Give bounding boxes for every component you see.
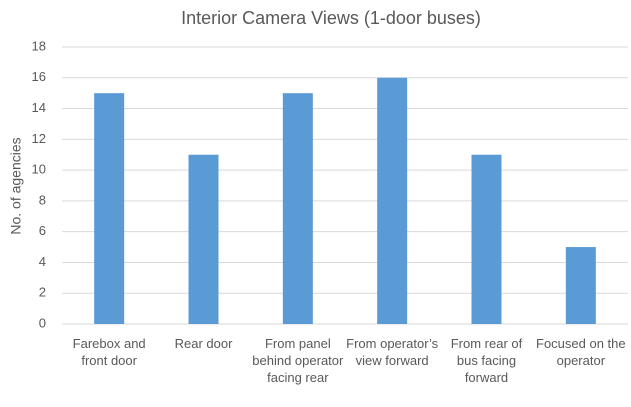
bar — [377, 77, 408, 325]
chart-title: Interior Camera Views (1-door buses) — [181, 8, 481, 28]
y-tick-label: 8 — [39, 192, 46, 207]
y-tick-label: 14 — [32, 100, 46, 115]
x-tick-label: Rear door — [174, 336, 233, 351]
y-tick-label: 18 — [32, 38, 46, 53]
y-axis-label: No. of agencies — [8, 137, 24, 234]
bar — [94, 93, 125, 325]
y-tick-label: 10 — [32, 162, 46, 177]
bar — [471, 154, 502, 324]
x-tick-label: From rear of bus facing forward — [450, 336, 523, 385]
x-tick-label: From panel behind operator facing rear — [252, 336, 344, 385]
bar — [565, 247, 596, 324]
y-tick-label: 4 — [39, 254, 46, 269]
y-tick-label: 6 — [39, 223, 46, 238]
y-tick-label: 0 — [39, 315, 46, 330]
x-tick-label: Focused on the operator — [536, 336, 626, 368]
y-tick-label: 16 — [32, 69, 46, 84]
y-tick-label: 12 — [32, 131, 46, 146]
bar — [282, 93, 313, 325]
y-tick-label: 2 — [39, 285, 46, 300]
x-tick-label: Farebox and front door — [72, 336, 146, 368]
x-tick-label: From operator’s view forward — [346, 336, 439, 368]
bar — [188, 154, 219, 324]
